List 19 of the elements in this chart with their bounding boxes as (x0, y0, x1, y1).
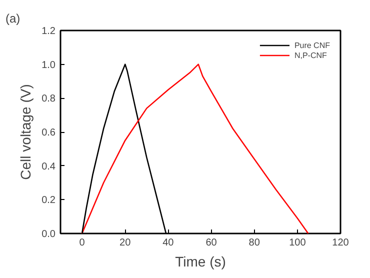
x-tick-label: 40 (162, 238, 174, 248)
y-tick-label: 1.2 (42, 26, 56, 37)
y-axis-title: Cell voltage (V) (18, 84, 34, 180)
y-tick-label: 1.0 (42, 60, 56, 71)
y-tick-label: 0.8 (42, 94, 56, 105)
x-tick-label: 0 (79, 238, 86, 248)
x-tick-label: 60 (206, 238, 218, 248)
text: (a) (6, 12, 20, 26)
x-tick-label: 20 (120, 238, 132, 248)
y-tick-label: 0.6 (42, 128, 56, 138)
legend-label: N,P-CNF (294, 50, 327, 60)
y-tick-label: 0.2 (42, 195, 56, 206)
x-tick-label: 100 (289, 238, 306, 248)
y-tick-label: 0.4 (42, 161, 56, 172)
x-axis-title: Time (s) (175, 254, 226, 270)
x-tick-label: 80 (248, 238, 260, 248)
y-tick-label: 0.0 (42, 229, 56, 240)
legend-label: Pure CNF (294, 40, 330, 50)
x-tick-label: 120 (332, 238, 350, 248)
